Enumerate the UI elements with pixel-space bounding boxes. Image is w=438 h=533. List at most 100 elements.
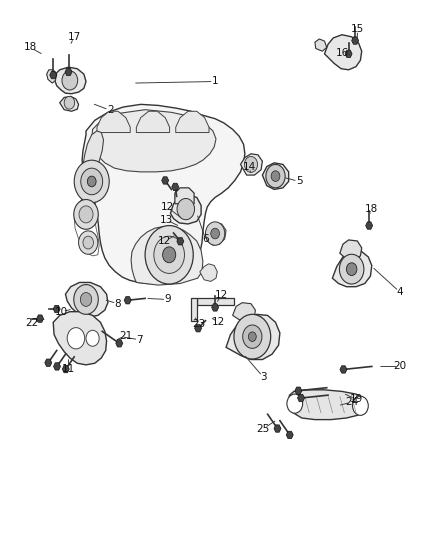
Circle shape	[244, 157, 257, 172]
Circle shape	[80, 293, 92, 306]
Text: 20: 20	[392, 361, 406, 372]
Text: 13: 13	[159, 215, 172, 225]
Text: 18: 18	[364, 204, 378, 214]
Circle shape	[352, 396, 367, 415]
Text: 24: 24	[344, 397, 357, 407]
Polygon shape	[344, 50, 351, 58]
Polygon shape	[273, 425, 280, 432]
Circle shape	[74, 160, 109, 203]
Circle shape	[74, 199, 98, 229]
Circle shape	[62, 71, 78, 90]
Polygon shape	[365, 222, 372, 229]
Circle shape	[145, 225, 193, 284]
Polygon shape	[294, 387, 301, 394]
Polygon shape	[45, 359, 52, 366]
Polygon shape	[339, 366, 346, 373]
Text: 4: 4	[396, 287, 402, 297]
Circle shape	[248, 332, 256, 342]
Polygon shape	[232, 303, 255, 321]
Polygon shape	[81, 131, 103, 193]
Polygon shape	[49, 71, 57, 79]
Text: 9: 9	[164, 294, 171, 304]
Polygon shape	[286, 431, 293, 439]
Text: 25: 25	[256, 424, 269, 434]
Polygon shape	[131, 227, 202, 285]
Polygon shape	[240, 154, 262, 175]
Text: 15: 15	[350, 24, 363, 34]
Polygon shape	[351, 37, 358, 44]
Polygon shape	[65, 282, 108, 317]
Polygon shape	[36, 315, 43, 322]
Polygon shape	[62, 366, 69, 373]
Circle shape	[64, 96, 74, 109]
Text: 18: 18	[24, 43, 37, 52]
Polygon shape	[199, 264, 217, 281]
Polygon shape	[116, 340, 123, 347]
Polygon shape	[136, 111, 169, 133]
Text: 12: 12	[212, 317, 225, 327]
Polygon shape	[194, 325, 201, 332]
Text: 6: 6	[202, 234, 208, 244]
Circle shape	[153, 236, 184, 273]
Polygon shape	[339, 240, 361, 260]
Circle shape	[87, 176, 96, 187]
Circle shape	[242, 325, 261, 349]
Polygon shape	[191, 298, 196, 321]
Polygon shape	[226, 314, 279, 360]
Polygon shape	[124, 296, 131, 304]
Circle shape	[177, 198, 194, 220]
Text: 12: 12	[215, 289, 228, 300]
Polygon shape	[46, 70, 57, 83]
Circle shape	[210, 228, 219, 239]
Polygon shape	[53, 363, 60, 370]
Polygon shape	[324, 35, 361, 70]
Polygon shape	[53, 305, 60, 313]
Text: 21: 21	[119, 330, 132, 341]
Polygon shape	[297, 394, 304, 402]
Text: 8: 8	[114, 298, 121, 309]
Circle shape	[271, 171, 279, 181]
Text: 19: 19	[349, 394, 362, 405]
Text: 12: 12	[160, 202, 173, 212]
Polygon shape	[82, 104, 244, 284]
Circle shape	[81, 168, 102, 195]
Circle shape	[205, 222, 224, 245]
Polygon shape	[205, 223, 226, 245]
Text: 5: 5	[295, 176, 302, 187]
Text: 3: 3	[259, 372, 266, 382]
Polygon shape	[170, 195, 201, 224]
Text: 23: 23	[191, 319, 205, 329]
Polygon shape	[211, 304, 218, 311]
Text: 10: 10	[54, 306, 67, 317]
Circle shape	[78, 231, 98, 254]
Polygon shape	[92, 110, 215, 172]
Circle shape	[162, 247, 175, 263]
Text: 17: 17	[67, 32, 81, 42]
Circle shape	[83, 236, 93, 249]
Polygon shape	[53, 67, 86, 94]
Polygon shape	[65, 68, 72, 76]
Polygon shape	[262, 163, 288, 189]
Circle shape	[67, 328, 85, 349]
Circle shape	[346, 263, 356, 276]
Polygon shape	[314, 39, 326, 51]
Text: 22: 22	[25, 318, 39, 328]
Polygon shape	[174, 188, 194, 204]
Text: 11: 11	[62, 364, 75, 374]
Circle shape	[79, 206, 93, 223]
Polygon shape	[288, 390, 365, 419]
Circle shape	[265, 165, 285, 188]
Text: 12: 12	[158, 236, 171, 246]
Circle shape	[74, 285, 98, 314]
Text: 1: 1	[211, 77, 218, 86]
Circle shape	[86, 330, 99, 346]
Circle shape	[339, 254, 363, 284]
Text: 7: 7	[136, 335, 143, 345]
Text: 16: 16	[336, 48, 349, 58]
Polygon shape	[171, 183, 178, 191]
Polygon shape	[332, 252, 371, 287]
Polygon shape	[177, 238, 184, 245]
Polygon shape	[60, 96, 78, 111]
Circle shape	[286, 394, 302, 413]
Text: 14: 14	[242, 161, 255, 172]
